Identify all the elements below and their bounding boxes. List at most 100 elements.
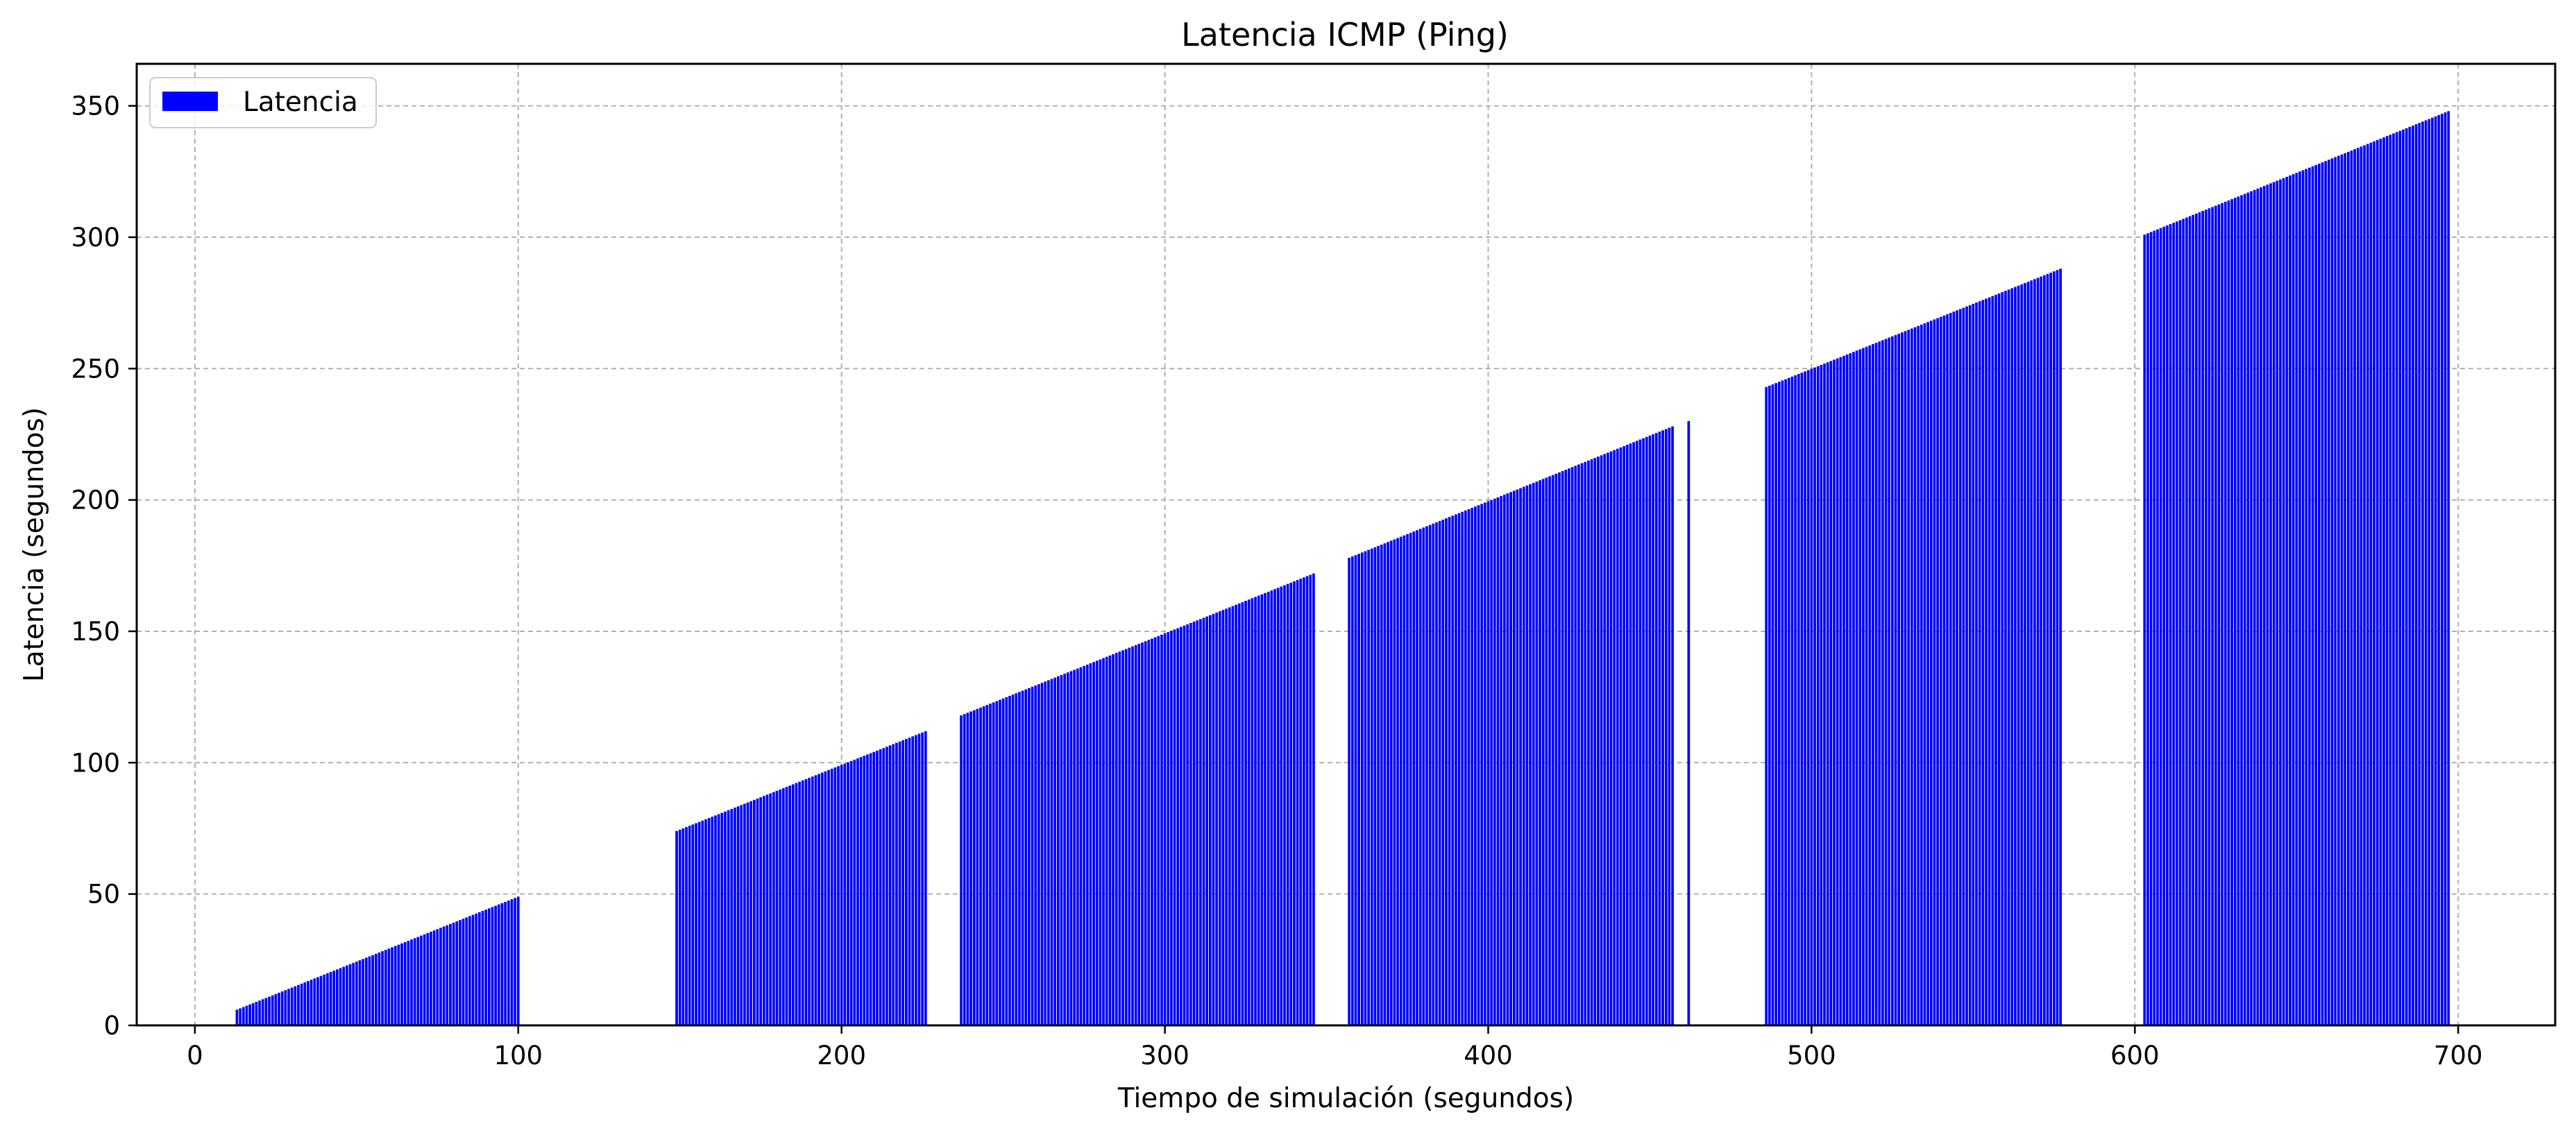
bar xyxy=(1952,312,1956,1025)
bar xyxy=(2279,179,2282,1025)
bar xyxy=(1432,523,1435,1025)
bar xyxy=(908,737,911,1025)
bar xyxy=(2272,182,2276,1025)
bar xyxy=(371,955,374,1025)
bar xyxy=(772,792,775,1025)
bar xyxy=(969,711,972,1025)
bar xyxy=(685,827,688,1025)
bar xyxy=(1584,461,1587,1025)
bar xyxy=(1001,698,1005,1025)
bar xyxy=(2262,186,2266,1026)
bar xyxy=(504,901,507,1025)
bar xyxy=(1923,323,1926,1025)
bar xyxy=(1085,664,1089,1025)
bar xyxy=(753,799,756,1025)
bar xyxy=(1416,530,1418,1025)
bar xyxy=(888,745,892,1025)
bar xyxy=(1438,520,1441,1025)
bar xyxy=(1891,336,1894,1025)
bar xyxy=(2421,121,2424,1025)
bar xyxy=(824,771,827,1025)
bar xyxy=(1804,371,1806,1025)
bar xyxy=(1894,334,1897,1025)
bar xyxy=(1926,322,1929,1025)
bar xyxy=(393,946,397,1025)
bar xyxy=(1089,663,1092,1025)
bar xyxy=(924,731,927,1025)
bar xyxy=(242,1007,245,1025)
bar xyxy=(1609,451,1613,1025)
bar xyxy=(2178,220,2182,1025)
bar xyxy=(1500,495,1502,1025)
bar xyxy=(1577,464,1580,1025)
bar xyxy=(1855,350,1858,1026)
bar xyxy=(1034,685,1037,1025)
bar xyxy=(1254,597,1257,1025)
bar xyxy=(743,803,746,1025)
bar xyxy=(2340,154,2344,1025)
bar xyxy=(1654,433,1658,1025)
bar xyxy=(1141,642,1144,1025)
bar xyxy=(833,767,837,1025)
bar xyxy=(2004,291,2007,1026)
bar xyxy=(707,818,711,1025)
bar xyxy=(1529,484,1532,1025)
bar xyxy=(1373,547,1377,1025)
bar xyxy=(1570,467,1574,1025)
bar xyxy=(2441,113,2443,1026)
bar xyxy=(869,753,872,1025)
bar xyxy=(1816,366,1820,1025)
bar xyxy=(510,899,514,1025)
bar xyxy=(1270,590,1273,1025)
bar xyxy=(1134,645,1137,1025)
bar xyxy=(1884,339,1888,1025)
bar xyxy=(1066,672,1069,1025)
bar xyxy=(1474,506,1477,1025)
bar xyxy=(1396,538,1399,1025)
bar xyxy=(724,811,727,1025)
bar xyxy=(355,962,358,1025)
bar xyxy=(2379,138,2382,1026)
bar xyxy=(1635,441,1638,1025)
bar xyxy=(1231,606,1235,1025)
bar xyxy=(2289,175,2291,1026)
bar xyxy=(378,952,381,1025)
bar xyxy=(248,1004,251,1025)
bar xyxy=(856,758,859,1025)
bar xyxy=(1535,481,1539,1025)
bar xyxy=(1664,429,1668,1025)
bar xyxy=(765,794,769,1025)
bar xyxy=(1486,501,1490,1025)
bar xyxy=(1868,345,1872,1025)
bar xyxy=(717,814,720,1025)
bar xyxy=(1167,632,1170,1025)
bar xyxy=(384,950,387,1025)
bar xyxy=(2192,214,2195,1025)
bar xyxy=(1991,296,1994,1026)
bar xyxy=(1367,549,1370,1025)
bar xyxy=(368,956,371,1025)
bar xyxy=(2188,216,2192,1025)
bar xyxy=(2001,292,2004,1026)
bar xyxy=(1160,634,1163,1025)
bar xyxy=(995,701,999,1025)
bar xyxy=(740,805,743,1025)
bar xyxy=(2344,153,2347,1025)
bar xyxy=(720,812,724,1025)
bar xyxy=(905,739,908,1025)
bar xyxy=(1360,552,1364,1025)
bar xyxy=(1936,318,1939,1025)
bar xyxy=(992,702,995,1025)
bar xyxy=(872,751,876,1025)
bar xyxy=(1289,582,1293,1025)
bar xyxy=(2427,119,2431,1025)
bar xyxy=(1920,324,1923,1025)
bar xyxy=(1480,504,1484,1025)
bar xyxy=(769,793,772,1025)
y-axis-label: Latencia (segundos) xyxy=(19,407,50,682)
bar xyxy=(879,749,882,1025)
bar xyxy=(866,754,869,1025)
bar xyxy=(1348,557,1351,1025)
bar xyxy=(1286,583,1289,1025)
bar xyxy=(1771,384,1774,1025)
